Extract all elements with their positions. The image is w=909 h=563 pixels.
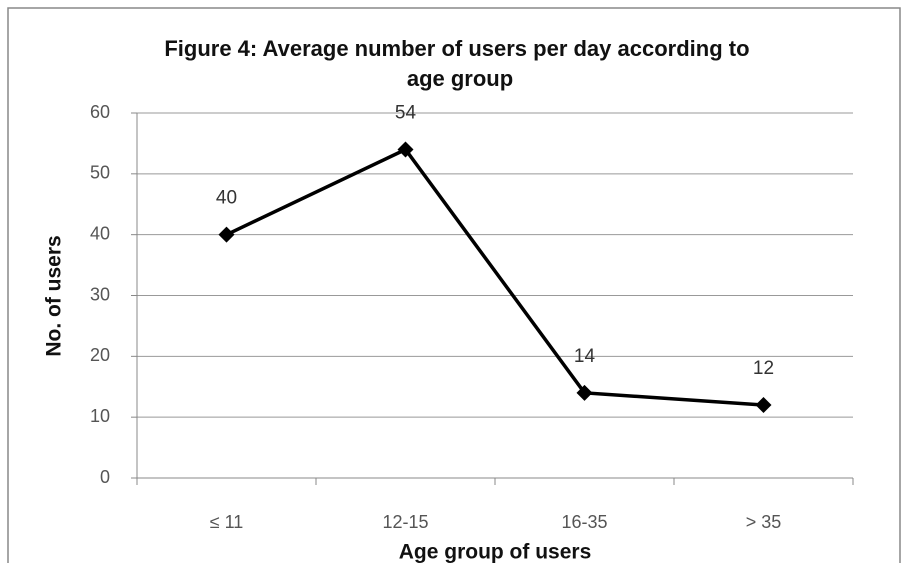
- line: [225, 147, 764, 407]
- marker: [576, 384, 593, 401]
- chart-title: Figure 4: Average number of users per da…: [164, 36, 755, 91]
- marker: [218, 226, 235, 243]
- x-tick-label: 16-35: [561, 512, 607, 532]
- data-label: 14: [574, 346, 596, 367]
- y-tick-label: 30: [90, 284, 110, 304]
- y-tick-label: 50: [90, 163, 110, 183]
- y-tick-label: 20: [90, 345, 110, 365]
- marker: [755, 397, 772, 413]
- y-tick-label: 60: [90, 102, 110, 122]
- marker: [397, 141, 414, 158]
- y-tick-label: 40: [90, 223, 110, 243]
- data-label: 12: [753, 358, 774, 379]
- chart-border: [7, 7, 901, 563]
- x-tick-label: > 35: [746, 512, 782, 532]
- x-tick-label: ≤ 11: [210, 512, 244, 532]
- data-label: 40: [216, 188, 237, 209]
- data-label: 54: [395, 103, 417, 124]
- x-tick-label: 12-15: [382, 512, 428, 532]
- y-tick-label: 10: [90, 406, 110, 426]
- y-axis-label: No. of users: [43, 235, 66, 356]
- x-axis-label: Age group of users: [399, 541, 592, 563]
- y-tick-label: 0: [100, 467, 110, 487]
